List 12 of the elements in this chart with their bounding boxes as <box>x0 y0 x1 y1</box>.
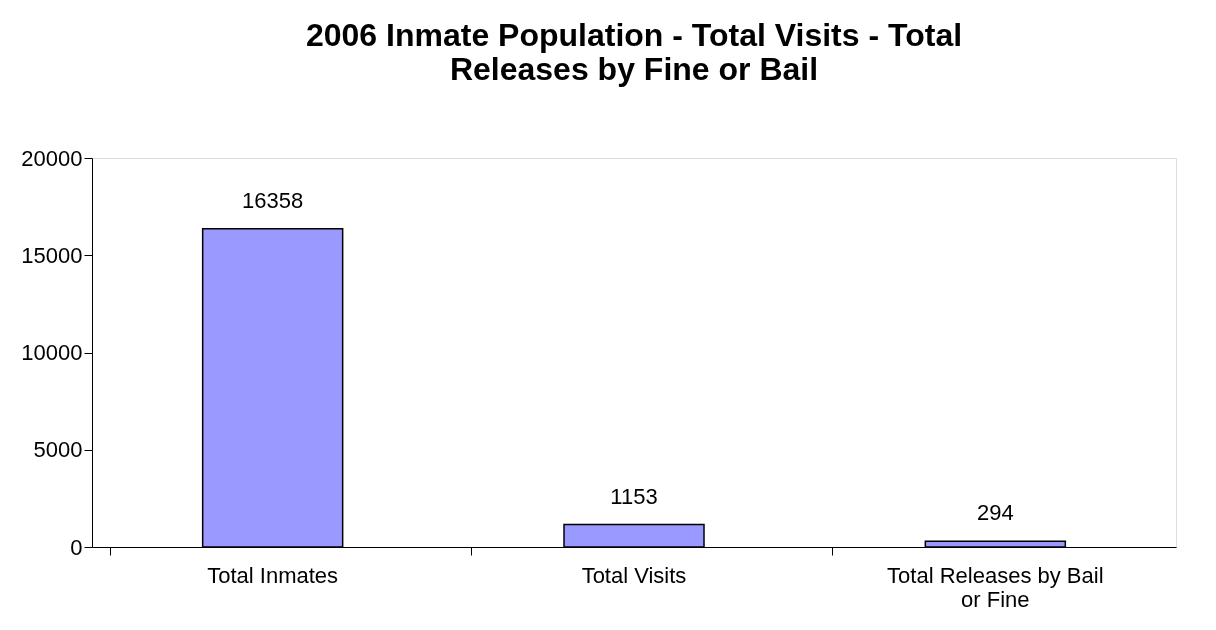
data-label: 294 <box>976 500 1014 526</box>
y-tick-label: 15000 <box>21 242 83 268</box>
data-label: 1153 <box>610 483 658 509</box>
y-tick-label: 5000 <box>33 437 83 463</box>
y-tick-label: 0 <box>70 534 83 560</box>
x-tick-label: Total Releases by Bail or Fine <box>887 562 1104 612</box>
x-tick-label: Total Visits <box>581 562 687 588</box>
chart-title: 2006 Inmate Population - Total Visits - Total Releases by Fine or Bail <box>305 17 963 87</box>
y-tick-label: 10000 <box>21 340 83 365</box>
y-tick-label: 20000 <box>21 145 83 171</box>
x-tick-label: Total Inmates <box>207 562 339 588</box>
data-label: 16358 <box>242 187 304 213</box>
